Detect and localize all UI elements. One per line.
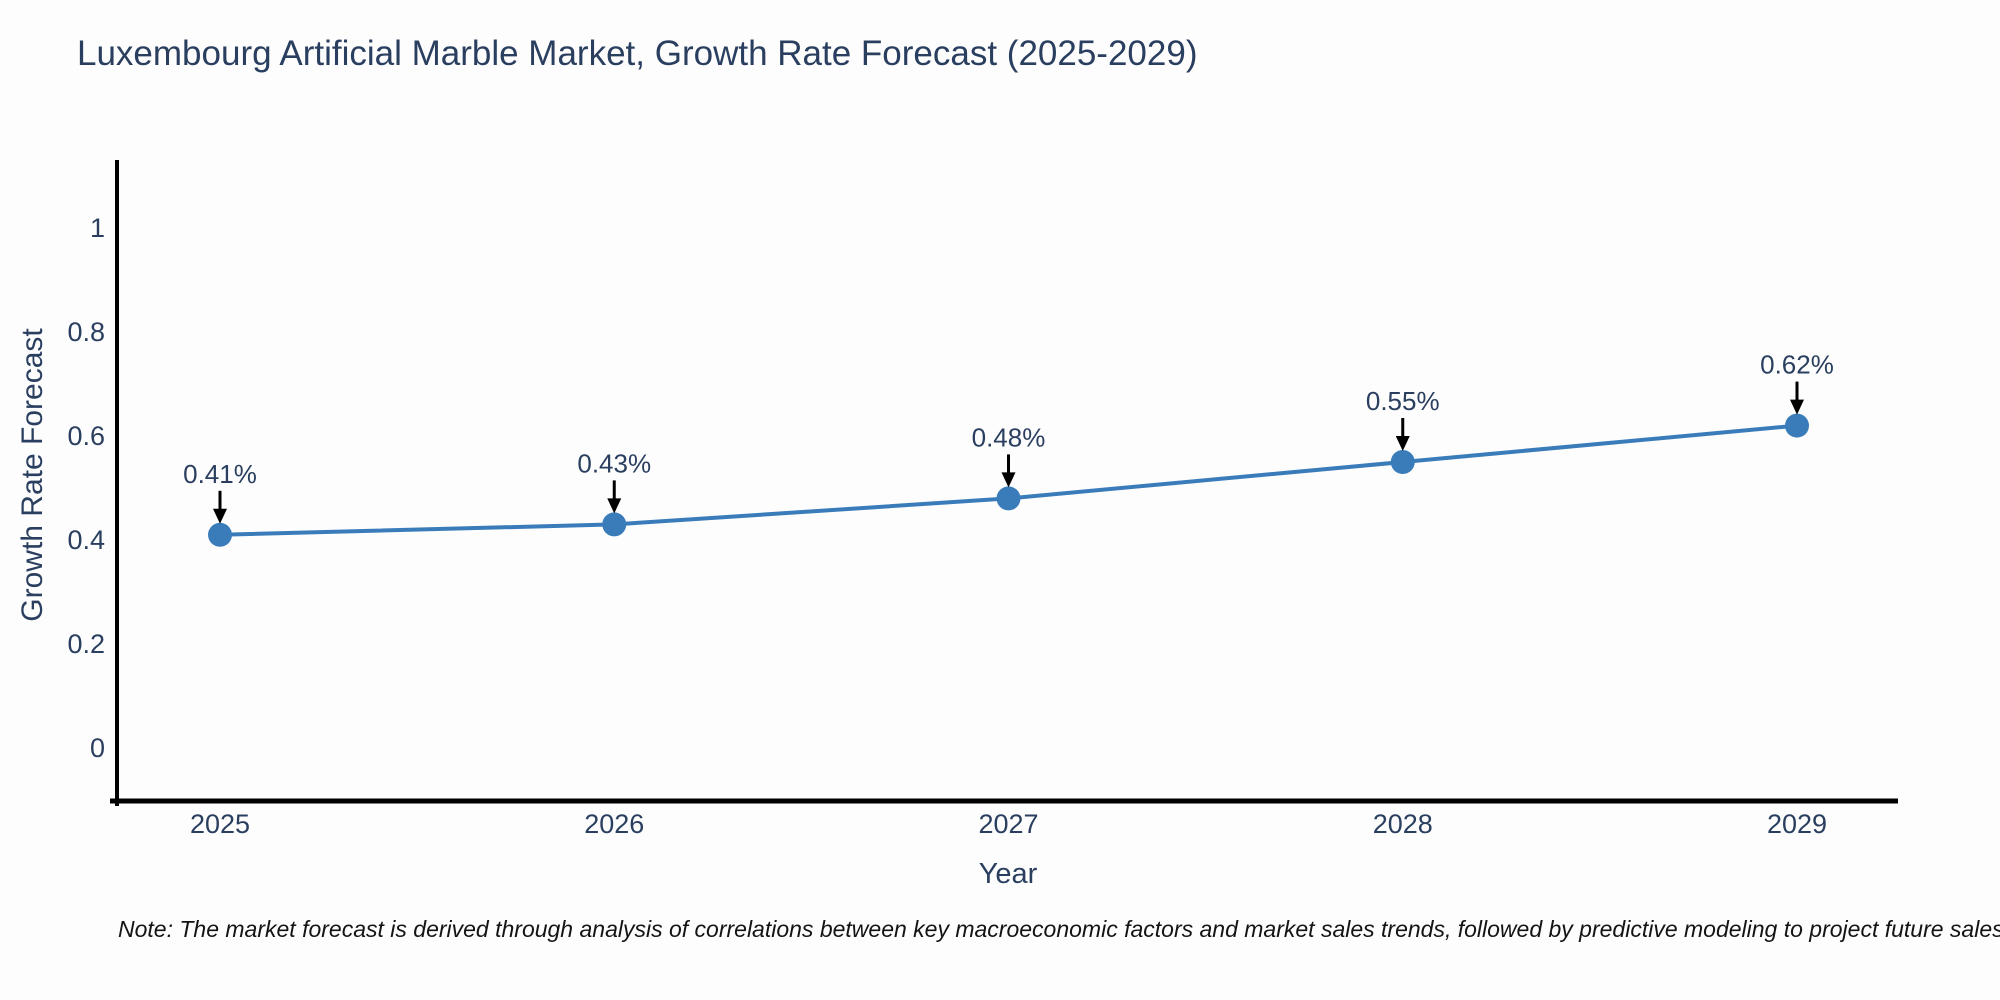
x-axis-title: Year [978, 858, 1038, 890]
annotation-arrow-head [607, 498, 622, 514]
annotation-label: 0.55% [1366, 386, 1440, 416]
x-tick-label: 2029 [1767, 809, 1827, 839]
annotation-label: 0.43% [577, 448, 651, 478]
x-tick-label: 2025 [190, 809, 250, 839]
data-point-marker [602, 512, 627, 537]
y-tick-label: 0.2 [67, 629, 105, 659]
footnote: Note: The market forecast is derived thr… [118, 916, 2000, 942]
x-tick-label: 2026 [584, 809, 644, 839]
y-tick-label: 0.4 [67, 525, 105, 555]
annotation-arrow-head [1001, 472, 1016, 488]
y-tick-label: 1 [90, 213, 105, 243]
data-point-marker [996, 486, 1021, 511]
y-tick-label: 0 [90, 733, 105, 763]
x-tick-label: 2028 [1373, 809, 1433, 839]
annotation-label: 0.41% [183, 459, 257, 489]
chart-title: Luxembourg Artificial Marble Market, Gro… [77, 34, 1198, 73]
annotation-arrow-head [1395, 436, 1410, 451]
data-point-marker [1785, 413, 1809, 438]
annotation-label: 0.48% [972, 422, 1046, 452]
y-tick-label: 0.6 [67, 421, 105, 451]
data-point-marker [208, 522, 232, 547]
annotation-label: 0.62% [1760, 350, 1834, 380]
y-tick-label: 0.8 [67, 317, 105, 347]
annotation-arrow-head [213, 508, 227, 524]
data-point-marker [1390, 450, 1415, 474]
annotation-arrow-head [1790, 399, 1804, 415]
x-tick-label: 2027 [978, 809, 1038, 839]
